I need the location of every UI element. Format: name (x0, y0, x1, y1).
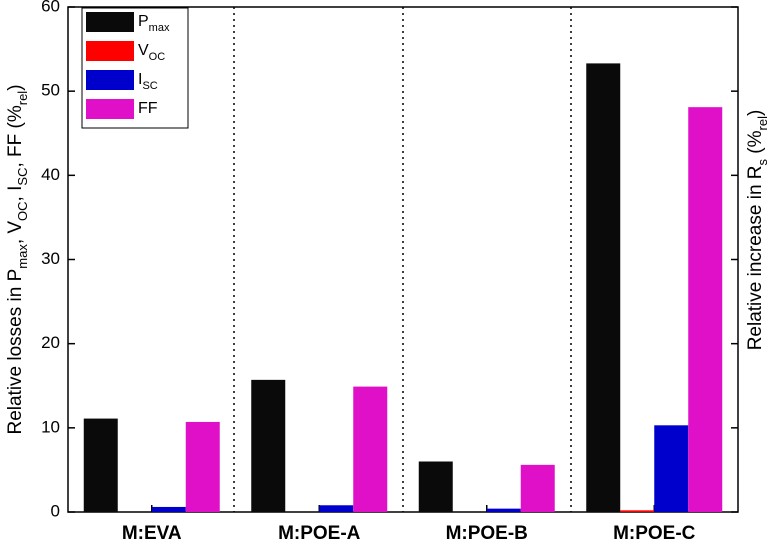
legend-label: Pmax (138, 13, 170, 34)
bar (185, 421, 220, 512)
legend-swatch (86, 12, 134, 32)
y-tick-label: 20 (41, 333, 60, 352)
bar (319, 505, 354, 512)
y-axis-label-part: OC (15, 201, 30, 221)
y-tick-label: 40 (41, 165, 60, 184)
y-tick-label: 10 (41, 417, 60, 436)
y-axis-label-part: , V (5, 221, 26, 245)
legend-name: I (138, 71, 142, 88)
legend-name: V (138, 42, 149, 59)
y2-axis-label-part: ) (745, 110, 766, 116)
bar (688, 107, 723, 513)
legend-label: VOC (138, 42, 165, 63)
legend-label: ISC (138, 71, 158, 92)
y-axis-label-part: rel (15, 91, 30, 106)
legend-sub: max (149, 22, 170, 34)
bar (151, 506, 186, 512)
y-axis-label: Relative losses in Pmax, VOC, ISC, FF (%… (5, 84, 30, 434)
legend-swatch (86, 99, 134, 119)
y-axis-label-part: , FF (% (5, 105, 26, 167)
y-tick-label: 30 (41, 249, 60, 268)
x-tick-label: M:EVA (122, 523, 182, 544)
y-axis-label-part: , I (5, 186, 26, 202)
y2-axis-label-part: (% (745, 130, 766, 159)
y2-axis-label: Relative increase in Rs (%rel) (745, 110, 768, 351)
bar (418, 461, 453, 512)
y-tick-label: 60 (41, 0, 60, 15)
legend-label: FF (138, 100, 158, 117)
bar (620, 510, 655, 512)
y-axis-label-part: ) (5, 84, 26, 90)
x-tick-label: M:POE-A (278, 523, 361, 544)
x-tick-label: M:POE-B (446, 523, 528, 544)
legend-swatch (86, 41, 134, 61)
y-axis-label-part: Relative losses in P (5, 269, 26, 435)
legend-name: FF (138, 100, 158, 117)
legend-sub: SC (142, 80, 157, 92)
y-axis-label-part: SC (15, 168, 30, 186)
y2-axis-label-part: s (755, 158, 768, 165)
bar (520, 464, 555, 512)
y-axis-label-part: max (15, 244, 30, 269)
y-tick-label: 50 (41, 81, 60, 100)
y-tick-label: 0 (51, 501, 60, 520)
legend-sub: OC (149, 51, 166, 63)
x-tick-label: M:POE-C (613, 523, 696, 544)
bar (251, 379, 286, 512)
y2-axis-label-part: rel (755, 116, 768, 131)
bar (654, 425, 689, 512)
bar (586, 63, 621, 513)
bar (83, 418, 118, 512)
bar (353, 386, 388, 512)
y2-axis-label-part: Relative increase in R (745, 165, 766, 350)
bar (486, 508, 521, 512)
legend-swatch (86, 70, 134, 90)
legend-name: P (138, 13, 149, 30)
